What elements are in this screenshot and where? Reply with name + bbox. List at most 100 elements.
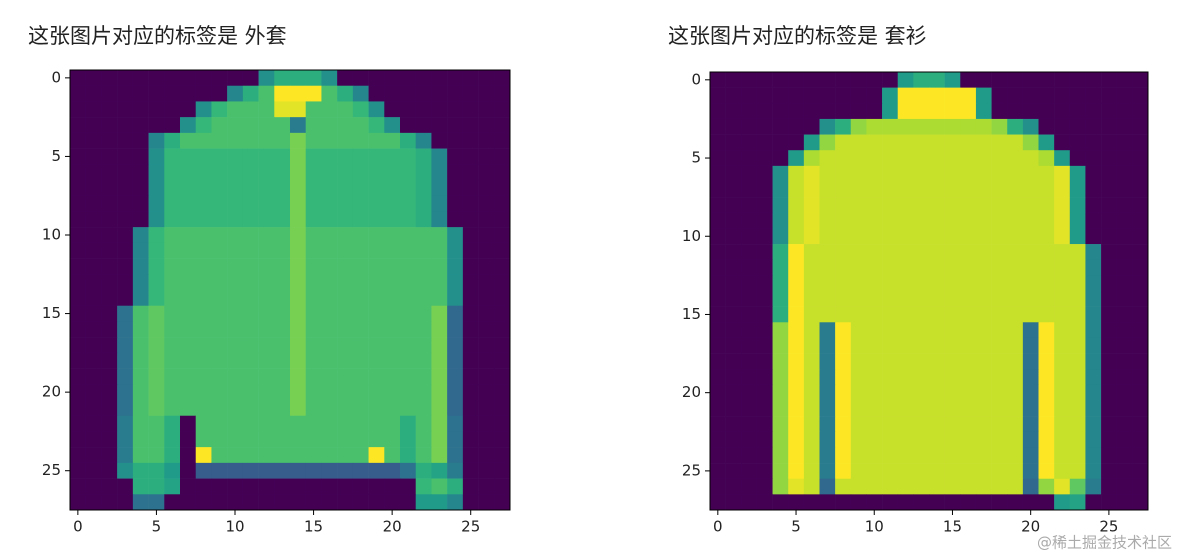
heatmap-cell [368, 211, 385, 228]
heatmap-cell [975, 228, 992, 245]
heatmap-cell [1085, 259, 1102, 276]
heatmap-cell [772, 197, 789, 214]
heatmap-cell [835, 463, 852, 480]
heatmap-cell [227, 400, 244, 417]
heatmap-cell [305, 274, 322, 291]
heatmap-cell [101, 478, 118, 495]
heatmap-cell [1069, 212, 1086, 229]
heatmap-cell [337, 85, 354, 102]
heatmap-cell [772, 384, 789, 401]
heatmap-cell [227, 274, 244, 291]
heatmap-cell [1069, 478, 1086, 495]
heatmap-cell [788, 244, 805, 261]
heatmap-cell [725, 134, 742, 151]
heatmap-cell [447, 101, 464, 118]
heatmap-cell [897, 478, 914, 495]
heatmap-cell [70, 337, 87, 354]
heatmap-cell [710, 244, 726, 261]
heatmap-cell [85, 274, 102, 291]
heatmap-cell [132, 117, 149, 134]
heatmap-cell [710, 165, 726, 182]
heatmap-cell [913, 118, 930, 135]
heatmap-cell [85, 117, 102, 134]
heatmap-cell [337, 117, 354, 134]
heatmap-cell [290, 415, 307, 432]
heatmap-cell [352, 242, 369, 259]
heatmap-cell [1007, 322, 1024, 339]
heatmap-cell [462, 258, 479, 275]
heatmap-cell [1069, 447, 1086, 464]
heatmap-cell [1022, 212, 1039, 229]
heatmap-cell [788, 353, 805, 370]
heatmap-cell [772, 103, 789, 120]
heatmap-cell [305, 258, 322, 275]
heatmap-cell [211, 211, 228, 228]
heatmap-cell [415, 352, 432, 369]
heatmap-cell [431, 415, 448, 432]
heatmap-cell [756, 165, 773, 182]
heatmap-cell [1007, 400, 1024, 417]
heatmap-cell [1007, 478, 1024, 495]
y-tick-label: 10 [42, 226, 61, 244]
heatmap-cell [944, 228, 961, 245]
heatmap-cell [227, 290, 244, 307]
heatmap-cell [242, 195, 259, 212]
heatmap-cell [1101, 197, 1118, 214]
heatmap-cell [803, 494, 820, 511]
heatmap-cell [117, 305, 134, 322]
heatmap-cell [1022, 306, 1039, 323]
heatmap-cell [227, 85, 244, 102]
heatmap-cell [478, 447, 495, 464]
heatmap-cell [1085, 87, 1102, 104]
heatmap-cell [1038, 337, 1055, 354]
heatmap-cell [195, 431, 212, 448]
heatmap-cell [274, 180, 291, 197]
heatmap-cell [101, 274, 118, 291]
heatmap-cell [1116, 275, 1133, 292]
heatmap-cell [835, 369, 852, 386]
heatmap-cell [494, 321, 511, 338]
heatmap-cell [803, 150, 820, 167]
heatmap-cell [117, 447, 134, 464]
heatmap-cell [180, 337, 197, 354]
heatmap-cell [352, 352, 369, 369]
heatmap-cell [1085, 150, 1102, 167]
heatmap-cell [1007, 228, 1024, 245]
heatmap-cell [274, 164, 291, 181]
heatmap-cell [164, 305, 181, 322]
heatmap-cell [819, 494, 836, 511]
heatmap-cell [431, 101, 448, 118]
heatmap-cell [384, 274, 401, 291]
heatmap-cell [274, 431, 291, 448]
heatmap-cell [1116, 306, 1133, 323]
heatmap-cell [227, 384, 244, 401]
heatmap-cell [400, 101, 417, 118]
heatmap-cell [1116, 400, 1133, 417]
heatmap-cell [462, 337, 479, 354]
heatmap-cell [321, 415, 338, 432]
heatmap-cell [850, 118, 867, 135]
heatmap-cell [788, 306, 805, 323]
heatmap-cell [431, 400, 448, 417]
heatmap-cell [447, 258, 464, 275]
heatmap-cell [164, 132, 181, 149]
heatmap-cell [897, 103, 914, 120]
heatmap-cell [991, 337, 1008, 354]
heatmap-cell [305, 227, 322, 244]
heatmap-cell [741, 416, 758, 433]
heatmap-cell [305, 321, 322, 338]
heatmap-cell [1069, 384, 1086, 401]
heatmap-cell [882, 384, 899, 401]
heatmap-cell [400, 148, 417, 165]
heatmap-cell [835, 165, 852, 182]
heatmap-cell [725, 400, 742, 417]
heatmap-cell [164, 494, 181, 511]
heatmap-cell [1038, 181, 1055, 198]
heatmap-cell [85, 305, 102, 322]
heatmap-cell [929, 134, 945, 151]
heatmap-cell [384, 164, 401, 181]
heatmap-cell [725, 87, 742, 104]
heatmap-cell [180, 132, 197, 149]
heatmap-cell [321, 227, 338, 244]
heatmap-cell [882, 259, 899, 276]
